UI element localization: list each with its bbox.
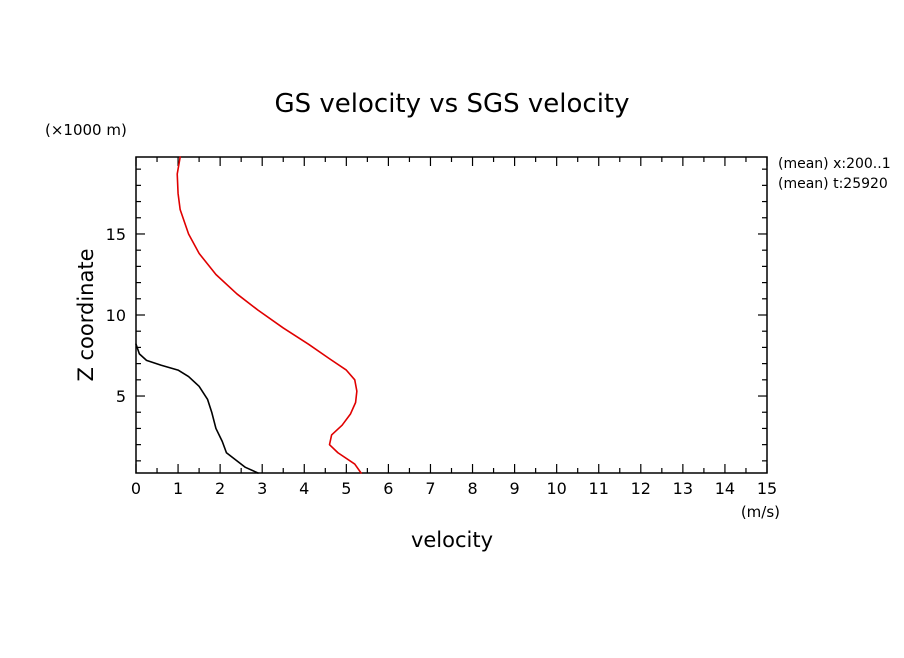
x-unit-label: (m/s) (741, 503, 780, 521)
chart-title: GS velocity vs SGS velocity (274, 89, 629, 119)
y-tick-label: 5 (116, 387, 126, 406)
x-tick-label: 9 (510, 479, 520, 498)
x-tick-label: 6 (383, 479, 393, 498)
x-tick-label: 14 (715, 479, 735, 498)
y-tick-label: 15 (106, 225, 126, 244)
x-tick-label: 2 (215, 479, 225, 498)
annotation-0: (mean) x:200..1 (778, 156, 891, 172)
plot-frame (135, 156, 768, 474)
x-tick-label: 11 (589, 479, 609, 498)
y-axis-title: Z coordinate (74, 248, 98, 381)
x-tick-label: 0 (131, 479, 141, 498)
x-tick-label: 5 (341, 479, 351, 498)
x-tick-label: 4 (299, 479, 309, 498)
x-tick-label: 3 (257, 479, 267, 498)
x-tick-label: 7 (425, 479, 435, 498)
axis-ticks (135, 157, 768, 473)
annotation-1: (mean) t:25920 (778, 176, 888, 192)
x-tick-label: 13 (673, 479, 693, 498)
series-layer (135, 156, 362, 474)
y-unit-label: (×1000 m) (45, 121, 127, 139)
x-tick-label: 8 (467, 479, 477, 498)
x-axis-title: velocity (411, 528, 493, 552)
series-line-0 (135, 343, 259, 474)
x-tick-label: 10 (546, 479, 566, 498)
x-tick-label: 1 (173, 479, 183, 498)
x-tick-label: 15 (757, 479, 777, 498)
x-tick-label: 12 (631, 479, 651, 498)
y-tick-label: 10 (106, 306, 126, 325)
series-line-1 (176, 156, 362, 474)
